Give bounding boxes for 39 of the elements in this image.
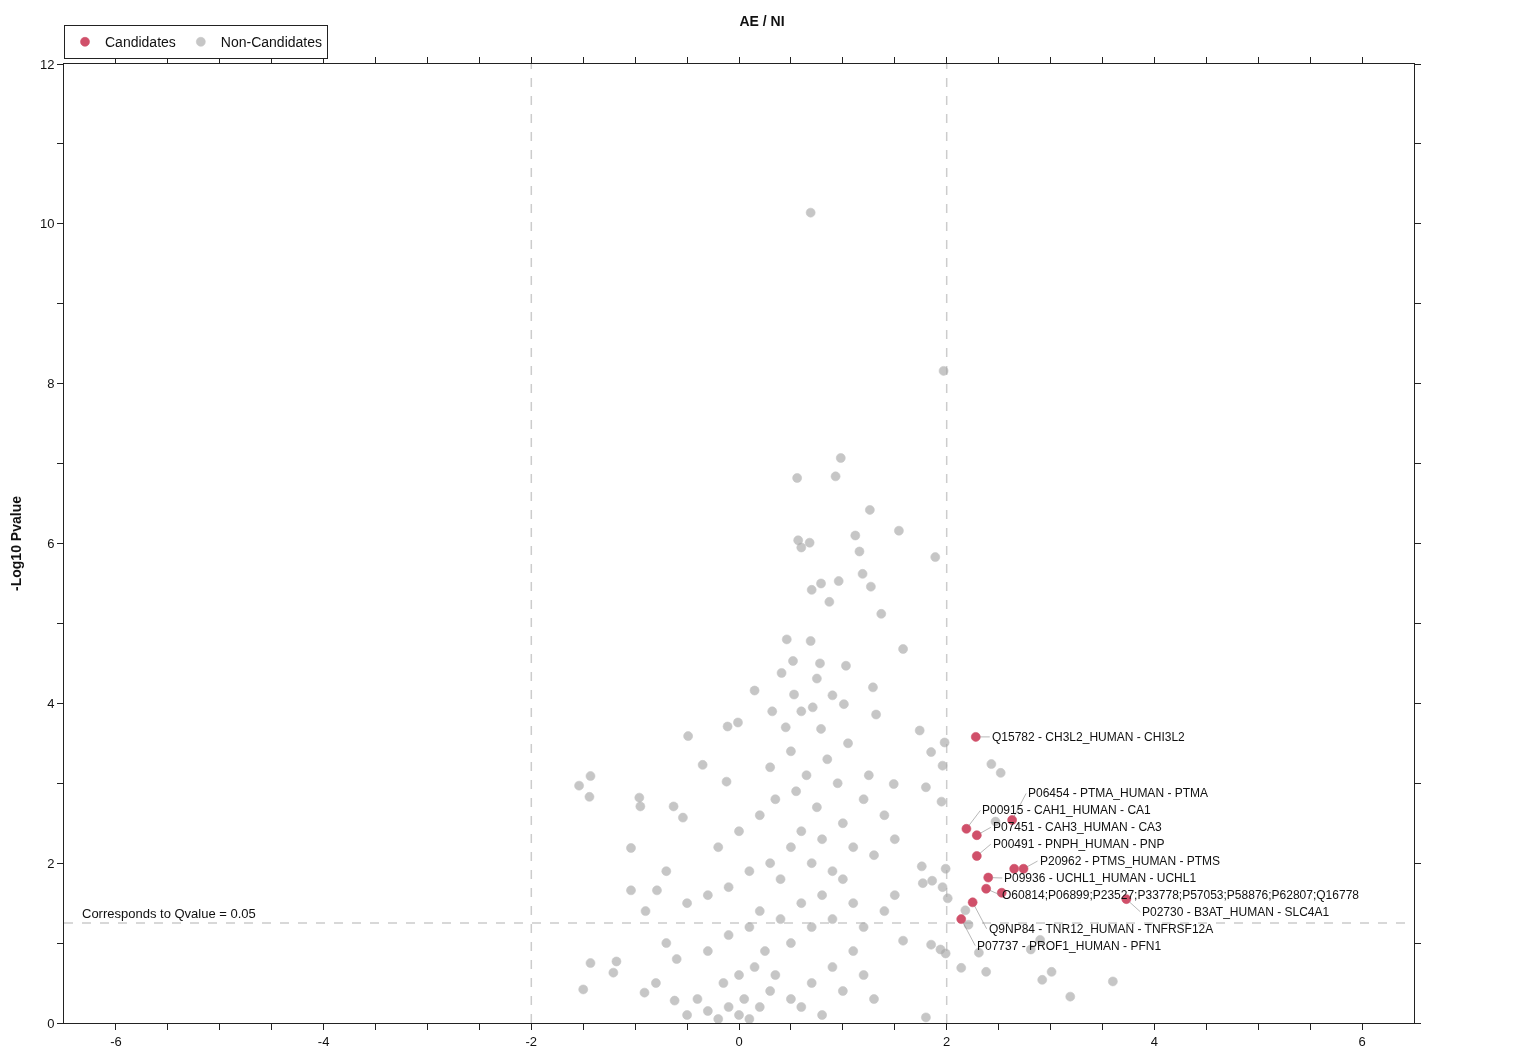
y-tick-label: 8 <box>47 376 55 392</box>
point <box>981 883 991 894</box>
y-tick-label: 12 <box>39 56 55 72</box>
point <box>1009 863 1019 874</box>
data-label: P02730 - B3AT_HUMAN - SLC4A1 <box>1142 905 1330 919</box>
legend-label: Non-Candidates <box>220 34 322 51</box>
x-tick-label: -4 <box>317 1033 330 1049</box>
point <box>967 897 978 908</box>
y-axis-title: -Log10 Pvalue <box>7 495 24 591</box>
point <box>983 872 994 883</box>
point <box>956 914 967 924</box>
point <box>1018 863 1029 874</box>
point <box>972 851 982 861</box>
point <box>972 830 982 840</box>
data-label: P00491 - PNPH_HUMAN - PNP <box>993 837 1165 851</box>
data-label: P00915 - CAH1_HUMAN - CA1 <box>982 803 1152 817</box>
data-label: P20962 - PTMS_HUMAN - PTMS <box>1040 854 1221 868</box>
y-tick-label: 0 <box>47 1015 55 1031</box>
data-label: P09936 - UCHL1_HUMAN - UCHL1 <box>1004 871 1197 885</box>
y-tick-label: 4 <box>47 695 55 711</box>
data-label: P07451 - CAH3_HUMAN - CA3 <box>993 820 1163 834</box>
y-tick-label: 6 <box>47 536 55 552</box>
x-tick-label: 0 <box>735 1033 743 1049</box>
data-label: Q9NP84 - TNR12_HUMAN - TNFRSF12A <box>989 922 1214 936</box>
chart-title: AE / NI <box>739 12 785 29</box>
legend-label: Candidates <box>105 34 176 51</box>
x-tick-label: -6 <box>110 1033 122 1049</box>
y-tick-label: 2 <box>47 855 55 871</box>
x-tick-label: 2 <box>943 1033 951 1049</box>
point <box>961 824 972 834</box>
data-label: Q15782 - CH3L2_HUMAN - CHI3L2 <box>992 730 1186 744</box>
x-tick-label: 4 <box>1150 1033 1158 1049</box>
data-label: P06454 - PTMA_HUMAN - PTMA <box>1028 786 1209 800</box>
x-tick-label: -2 <box>525 1033 538 1049</box>
annotation: Corresponds to Qvalue = 0.05 <box>82 906 256 921</box>
y-tick-label: 10 <box>39 216 55 232</box>
x-tick-label: 6 <box>1358 1033 1366 1049</box>
point <box>970 732 981 742</box>
data-label: P07737 - PROF1_HUMAN - PFN1 <box>977 939 1162 953</box>
